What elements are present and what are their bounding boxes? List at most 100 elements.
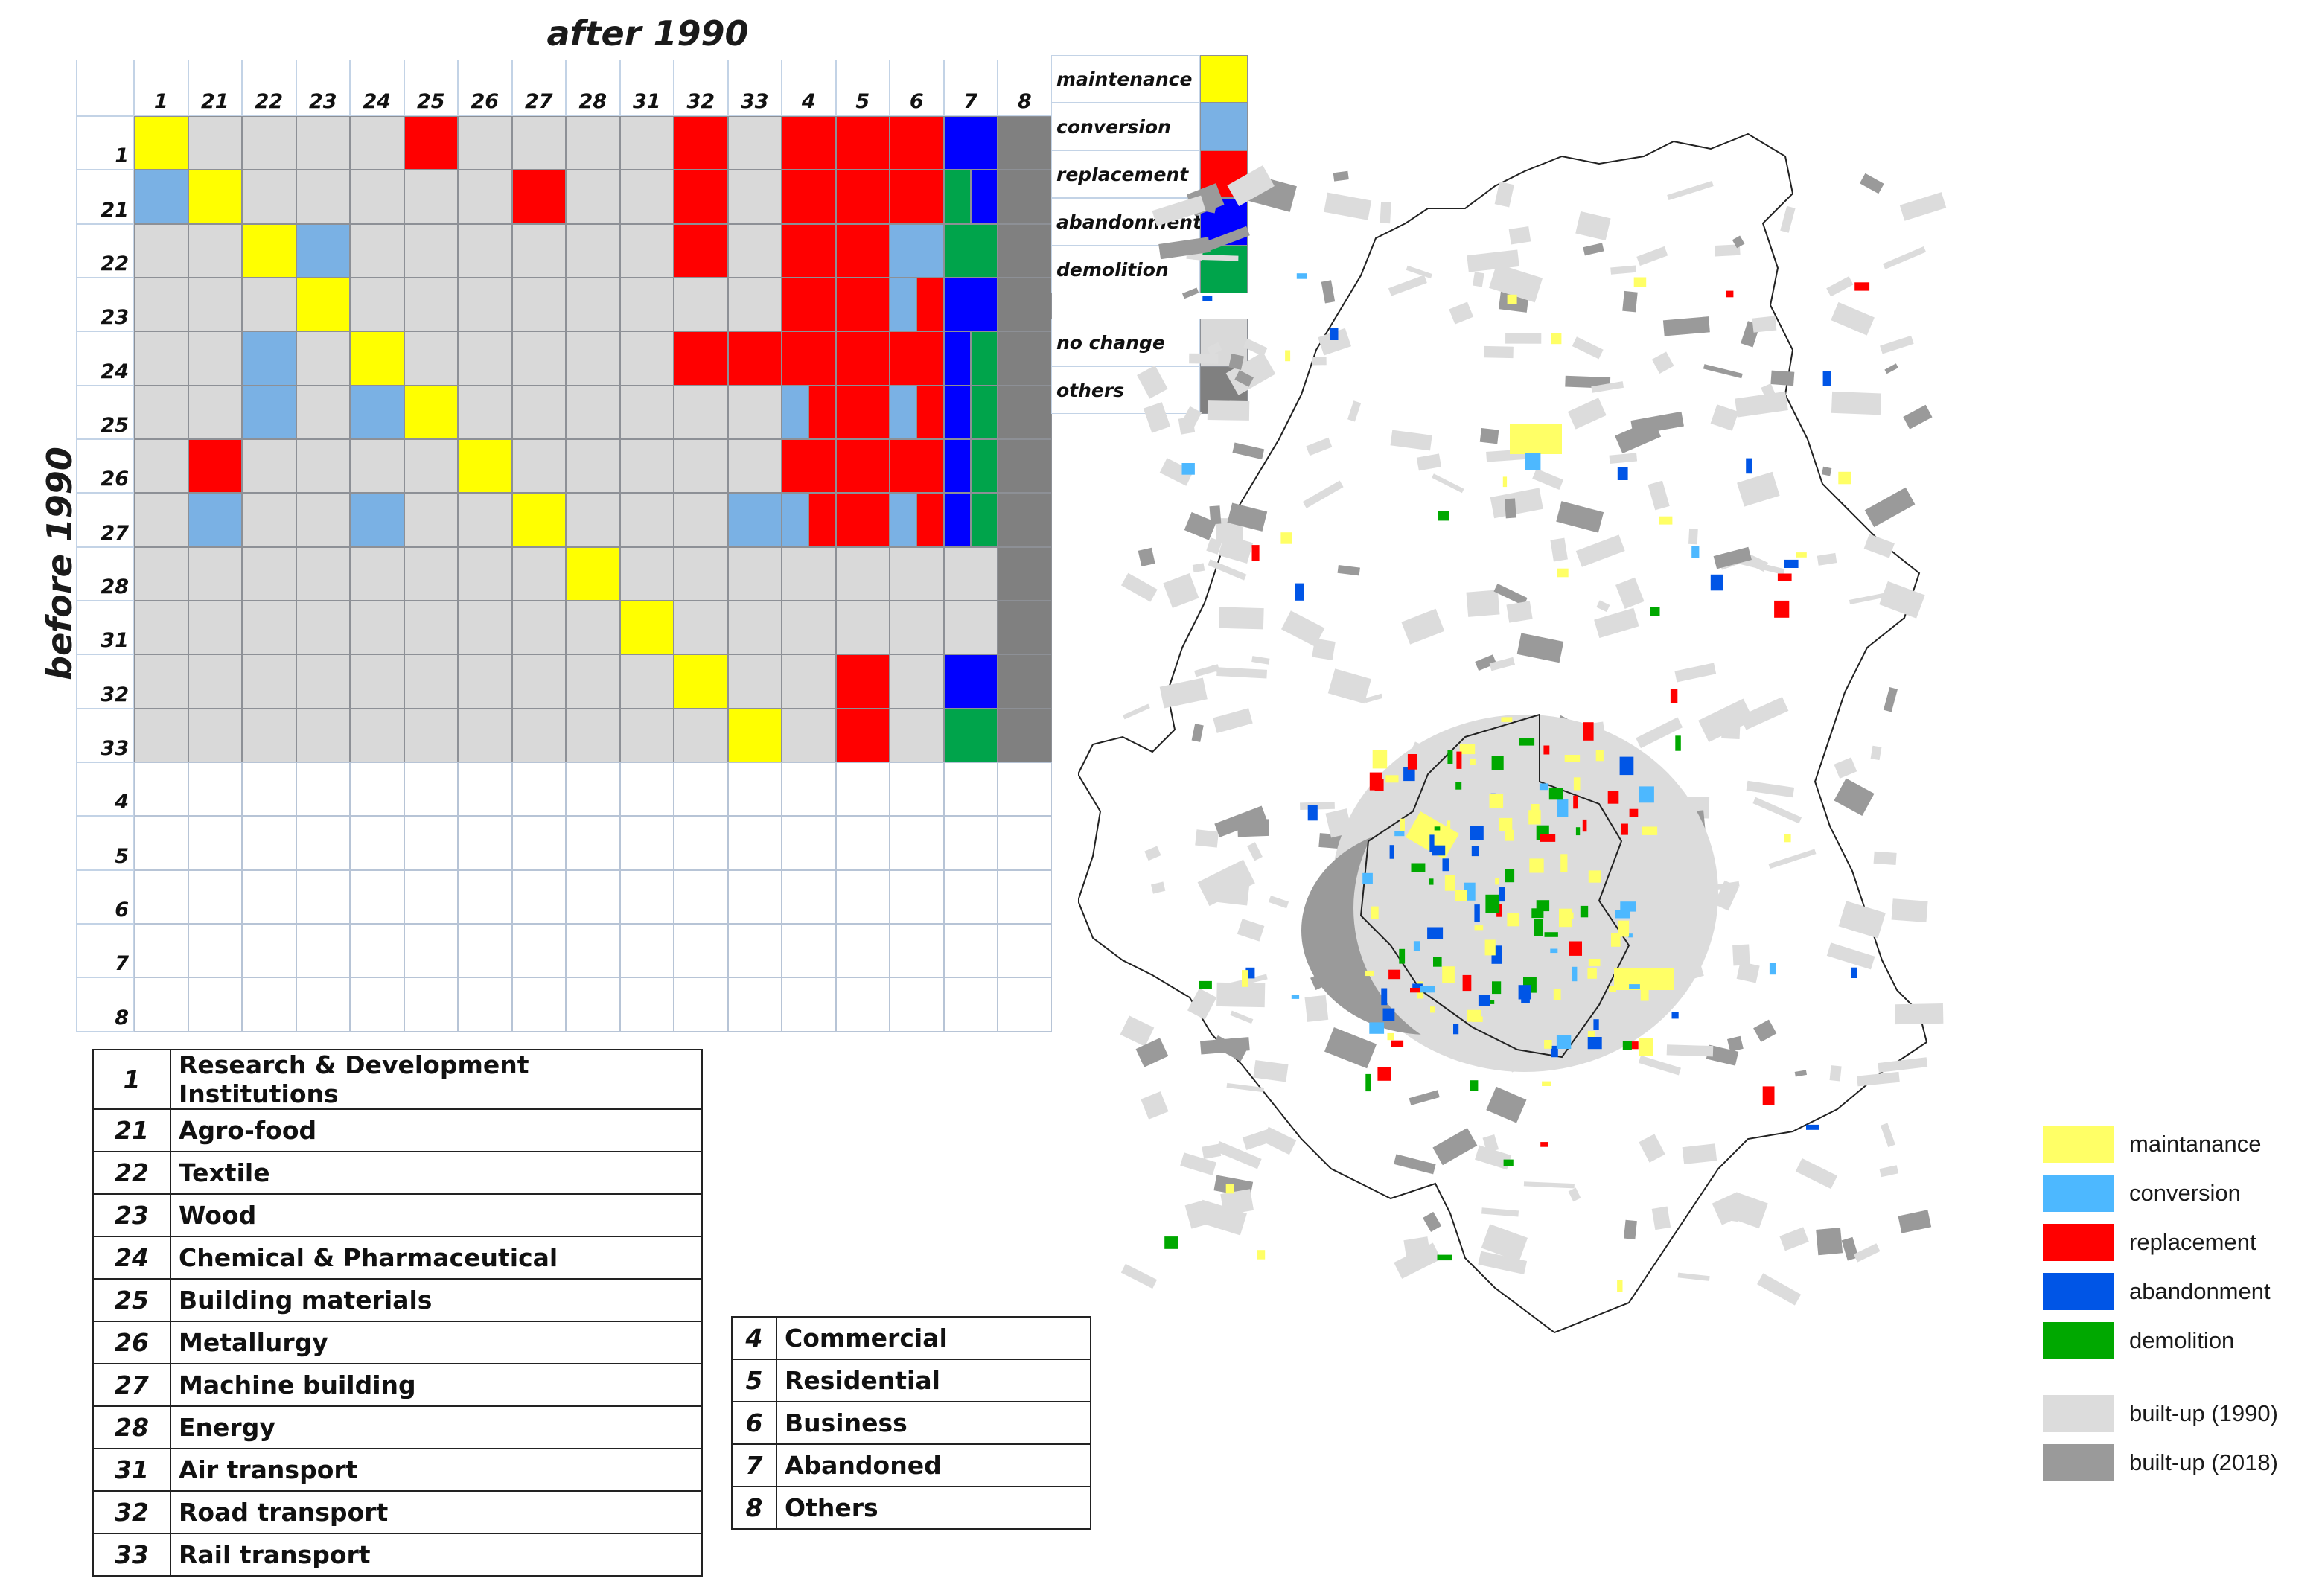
settlement-area (1486, 1086, 1527, 1123)
matrix-cell (458, 601, 512, 655)
settlement-area (1795, 1158, 1838, 1190)
settlement-area (1567, 398, 1607, 430)
maintenance-patch (1507, 294, 1517, 304)
map-legend-item: demolition (2043, 1322, 2311, 1359)
code-cell: 26 (92, 1321, 171, 1364)
settlement-area (1622, 290, 1638, 313)
matrix-cell (943, 924, 998, 978)
conversion-patch (1556, 1035, 1572, 1049)
settlement-area (1648, 480, 1670, 511)
column-header-27: 27 (511, 60, 566, 116)
settlement-area (1159, 458, 1194, 486)
matrix-cell (350, 278, 404, 332)
matrix-cell (350, 116, 404, 170)
replacement-patch (1573, 795, 1578, 809)
maintenance-patch (1529, 858, 1544, 873)
matrix-cell (998, 116, 1052, 170)
map-legend-label: built-up (2018) (2129, 1449, 2278, 1475)
table-row: 6 Business (731, 1401, 1091, 1445)
matrix-cell (188, 816, 242, 870)
settlement-area (1779, 1227, 1809, 1251)
replacement-patch (1582, 819, 1587, 832)
matrix-cell (296, 278, 350, 332)
abandonment-patch (1330, 328, 1339, 340)
column-header-28: 28 (566, 60, 620, 116)
maintenance-patch (1796, 552, 1807, 558)
map-legend-swatch (2043, 1444, 2114, 1481)
matrix-cell (619, 869, 674, 925)
settlement-area (1390, 430, 1432, 451)
matrix-cell (566, 223, 620, 278)
matrix-cell (134, 546, 188, 601)
conversion-patch (1394, 831, 1405, 837)
matrix-cell (943, 762, 998, 817)
map-legend-item: conversion (2043, 1175, 2311, 1212)
matrix-cell (674, 977, 728, 1032)
replacement-patch (1629, 808, 1639, 817)
map-legend: maintanance conversion replacement abandonm… (2043, 1126, 2311, 1498)
demolition-patch (1485, 894, 1500, 913)
matrix-cell (511, 493, 566, 547)
settlement-area (1732, 944, 1750, 966)
name-cell: Air transport (170, 1448, 703, 1492)
matrix-cell (404, 977, 458, 1032)
settlement-area (1615, 577, 1645, 610)
matrix-cell (404, 816, 458, 870)
row-header-1: 1 (76, 116, 134, 170)
matrix-cell (890, 278, 917, 332)
column-header-6: 6 (890, 60, 944, 116)
settlement-area (1261, 1126, 1297, 1155)
matrix-cell (404, 385, 458, 440)
demolition-patch (1438, 511, 1449, 521)
table-row: 27 Machine building (92, 1363, 703, 1407)
matrix-cell (350, 170, 404, 224)
code-cell: 31 (92, 1448, 171, 1492)
matrix-cell (566, 170, 620, 224)
matrix-cell (619, 278, 674, 332)
matrix-cell (916, 385, 944, 440)
matrix-cell (916, 278, 944, 332)
matrix-cell (890, 116, 944, 170)
demolition-patch (1650, 607, 1660, 616)
matrix-cell (242, 331, 296, 386)
matrix-cell (674, 439, 728, 494)
matrix-legend-swatch (1200, 55, 1248, 103)
settlement-area (1572, 336, 1604, 360)
replacement-patch (1251, 545, 1260, 561)
matrix-cell (727, 493, 782, 547)
matrix-cell (619, 493, 674, 547)
matrix-cell (242, 223, 296, 278)
name-cell: Chemical & Pharmaceutical (170, 1236, 703, 1280)
settlement-area (1123, 703, 1150, 720)
map-legend-item: maintanance (2043, 1126, 2311, 1163)
settlement-area (1189, 353, 1219, 364)
demolition-patch (1531, 908, 1544, 919)
matrix-cell (242, 439, 296, 494)
settlement-area (1583, 243, 1604, 256)
abandonment-patch (1432, 845, 1446, 856)
maintenance-patch (1573, 777, 1581, 791)
demolition-patch (1534, 919, 1543, 936)
matrix-cell (835, 493, 890, 547)
matrix-cell (511, 546, 566, 601)
matrix-cell (782, 601, 836, 655)
map-legend-swatch (2043, 1273, 2114, 1310)
demolition-patch (1164, 1236, 1178, 1249)
matrix-cell (296, 385, 350, 440)
matrix-cell (242, 708, 296, 763)
matrix-cell (296, 493, 350, 547)
maintenance-patch (1639, 1038, 1653, 1056)
industry-code-table: 1 Research & Development Institutions 21 Ag… (92, 1049, 703, 1577)
matrix-cell (350, 223, 404, 278)
name-cell: Road transport (170, 1490, 703, 1534)
matrix-cell (674, 278, 728, 332)
matrix-cell (943, 493, 971, 547)
settlement-area (1478, 1251, 1528, 1275)
abandonment-patch (1471, 846, 1479, 857)
settlement-area (1208, 559, 1247, 581)
matrix-cell (998, 601, 1052, 655)
settlement-area (1508, 226, 1531, 245)
matrix-cell (890, 816, 944, 870)
column-axis-title: after 1990 (546, 13, 749, 54)
matrix-cell (188, 223, 242, 278)
